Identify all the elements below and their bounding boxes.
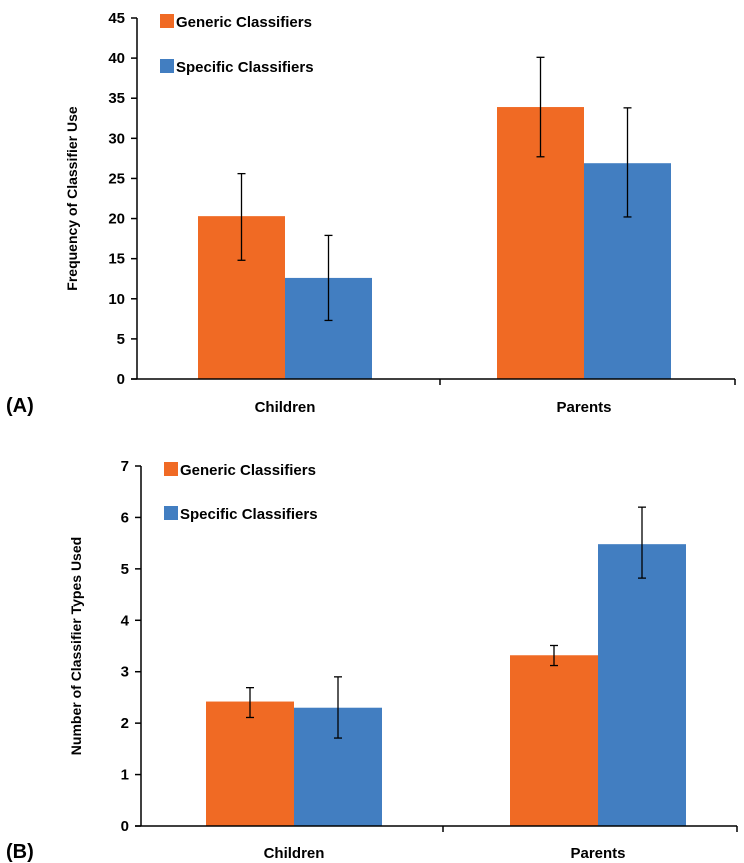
panel-label: (B) — [6, 841, 34, 863]
legend-label: Generic Classifiers — [176, 14, 312, 31]
panel-label: (A) — [6, 395, 34, 417]
y-tick-label: 45 — [108, 10, 125, 27]
y-tick-label: 6 — [121, 509, 129, 526]
y-tick-label: 5 — [117, 331, 125, 348]
y-tick-label: 0 — [117, 371, 125, 388]
y-tick-label: 15 — [108, 251, 125, 268]
legend-swatch — [160, 14, 174, 28]
legend-swatch — [164, 506, 178, 520]
legend-label: Generic Classifiers — [180, 462, 316, 479]
x-tick-label: Children — [255, 399, 316, 416]
y-tick-label: 20 — [108, 211, 125, 228]
y-tick-label: 40 — [108, 50, 125, 67]
bar-specific-parents — [598, 544, 686, 826]
y-tick-label: 30 — [108, 130, 125, 147]
chart-panel-b: 0 1 2 3 4 5 6 7 Children Parents Number of Classif… — [6, 458, 738, 863]
y-tick-label: 35 — [108, 90, 125, 107]
x-tick-label: Children — [264, 845, 325, 862]
chart-panel-a: 0 5 10 15 20 25 30 35 40 45 Children Parents Frequen… — [6, 10, 736, 417]
legend-swatch — [160, 59, 174, 73]
y-tick-label: 1 — [121, 767, 129, 784]
y-tick-label: 7 — [121, 458, 129, 475]
x-tick-label: Parents — [556, 399, 611, 416]
legend-label: Specific Classifiers — [176, 59, 314, 76]
y-tick-label: 4 — [121, 612, 130, 629]
legend-label: Specific Classifiers — [180, 506, 318, 523]
bar-generic-children — [206, 701, 294, 826]
y-tick-label: 0 — [121, 818, 129, 835]
y-axis-label: Number of Classifier Types Used — [68, 537, 84, 755]
y-axis-label: Frequency of Classifier Use — [64, 106, 80, 291]
x-tick-label: Parents — [570, 845, 625, 862]
y-tick-label: 25 — [108, 170, 125, 187]
y-tick-label: 5 — [121, 561, 129, 578]
legend-swatch — [164, 462, 178, 476]
y-tick-label: 2 — [121, 715, 129, 732]
bar-generic-parents — [510, 655, 598, 826]
y-tick-label: 3 — [121, 664, 129, 681]
y-tick-label: 10 — [108, 291, 125, 308]
